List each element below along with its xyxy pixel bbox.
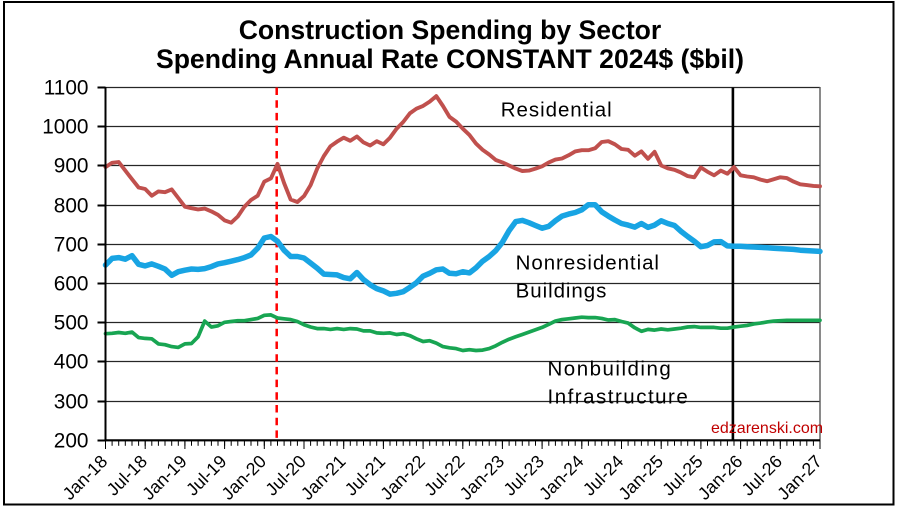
svg-text:700: 700: [54, 233, 89, 256]
svg-text:200: 200: [54, 429, 89, 452]
svg-text:800: 800: [54, 194, 89, 217]
svg-text:Construction Spending by Secto: Construction Spending by Sector: [239, 15, 662, 45]
svg-text:400: 400: [54, 350, 89, 373]
svg-text:1000: 1000: [42, 115, 88, 138]
svg-text:Spending Annual Rate CONSTANT: Spending Annual Rate CONSTANT 2024$ ($bi…: [156, 44, 744, 74]
svg-text:edzarenski.com: edzarenski.com: [711, 420, 823, 437]
svg-text:Infrastructure: Infrastructure: [548, 385, 690, 408]
svg-text:300: 300: [54, 390, 89, 413]
svg-text:600: 600: [54, 272, 89, 295]
svg-text:900: 900: [54, 154, 89, 177]
svg-text:1100: 1100: [44, 76, 89, 99]
svg-text:500: 500: [54, 311, 89, 334]
svg-text:Buildings: Buildings: [516, 280, 608, 303]
svg-text:Nonbuilding: Nonbuilding: [548, 357, 673, 380]
svg-text:Residential: Residential: [501, 99, 613, 122]
svg-text:Nonresidential: Nonresidential: [516, 252, 660, 275]
